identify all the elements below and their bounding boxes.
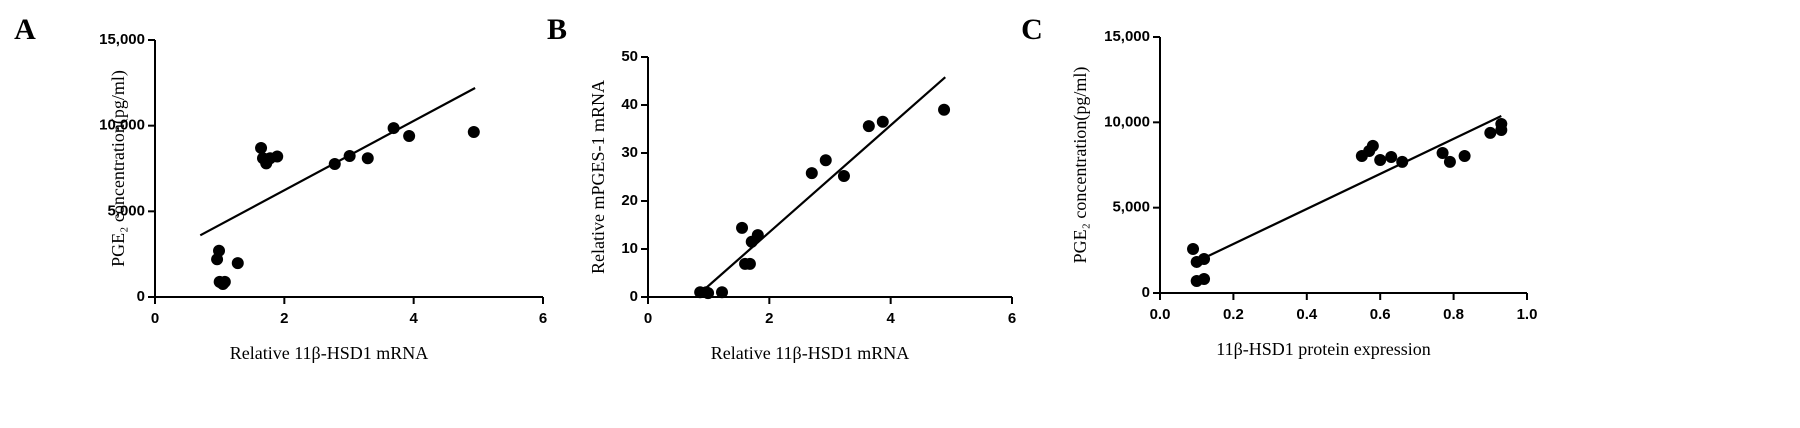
- y-tick-label: 5,000: [1112, 199, 1150, 216]
- data-point: [862, 120, 875, 133]
- data-point: [213, 244, 226, 257]
- data-point: [743, 257, 756, 270]
- y-tick-label: 15,000: [99, 31, 145, 48]
- data-point: [1458, 149, 1471, 162]
- data-point: [716, 286, 729, 299]
- x-axis-label: 11β-HSD1 protein expression: [1216, 339, 1430, 359]
- y-axis-label: PGE₂ concentration(pg/ml): [108, 70, 129, 267]
- y-tick-label: 40: [621, 96, 638, 113]
- y-tick-label: 15,000: [1104, 28, 1150, 45]
- panel-label: C: [1021, 13, 1043, 46]
- x-tick-label: 2: [765, 310, 773, 327]
- data-point: [218, 275, 231, 288]
- data-point: [271, 150, 284, 163]
- data-point: [819, 154, 832, 167]
- x-tick-label: 6: [539, 310, 547, 327]
- data-point: [1443, 155, 1456, 168]
- y-tick-label: 0: [137, 288, 145, 305]
- x-tick-label: 0.4: [1296, 306, 1318, 323]
- data-point: [1366, 139, 1379, 152]
- y-tick-label: 0: [1142, 284, 1150, 301]
- data-point: [467, 126, 480, 139]
- x-tick-label: 0.0: [1150, 306, 1171, 323]
- data-point: [837, 170, 850, 183]
- x-tick-label: 0: [151, 310, 159, 327]
- x-tick-label: 0.6: [1370, 306, 1391, 323]
- y-tick-label: 10,000: [1104, 113, 1150, 130]
- data-point: [255, 141, 268, 154]
- data-point: [231, 257, 244, 270]
- trend-line: [701, 76, 946, 292]
- data-point: [1187, 242, 1200, 255]
- y-axis-label: Relative mPGES-1 mRNA: [588, 80, 608, 274]
- x-axis-label: Relative 11β-HSD1 mRNA: [230, 343, 428, 363]
- x-tick-label: 1.0: [1517, 306, 1538, 323]
- y-tick-label: 30: [621, 144, 638, 161]
- data-point: [876, 115, 889, 128]
- data-point: [361, 152, 374, 165]
- x-tick-label: 0.2: [1223, 306, 1244, 323]
- data-point: [403, 129, 416, 142]
- y-tick-label: 10: [621, 240, 638, 257]
- x-tick-label: 4: [886, 310, 895, 327]
- data-point: [736, 221, 749, 234]
- x-tick-label: 0.8: [1443, 306, 1464, 323]
- trend-line: [199, 87, 476, 237]
- y-tick-label: 10,000: [99, 117, 145, 134]
- data-point: [1198, 273, 1211, 286]
- data-point: [1495, 118, 1508, 131]
- data-point: [805, 167, 818, 180]
- panel-label: A: [14, 13, 36, 46]
- panel-label: B: [547, 13, 567, 46]
- x-tick-label: 2: [280, 310, 288, 327]
- x-tick-label: 0: [644, 310, 652, 327]
- x-axis-label: Relative 11β-HSD1 mRNA: [711, 343, 909, 363]
- y-axis-label: PGE₂ concentration(pg/ml): [1070, 67, 1091, 264]
- x-tick-label: 4: [409, 310, 418, 327]
- y-tick-label: 20: [621, 192, 638, 209]
- x-tick-label: 6: [1008, 310, 1016, 327]
- y-tick-label: 5,000: [107, 202, 145, 219]
- data-point: [1484, 126, 1497, 139]
- data-point: [751, 229, 764, 242]
- trend-line: [1203, 115, 1502, 260]
- data-point: [938, 103, 951, 116]
- data-point: [1385, 150, 1398, 163]
- data-point: [1436, 147, 1449, 160]
- y-tick-label: 0: [630, 288, 638, 305]
- data-point: [1374, 154, 1387, 167]
- y-tick-label: 50: [621, 48, 638, 65]
